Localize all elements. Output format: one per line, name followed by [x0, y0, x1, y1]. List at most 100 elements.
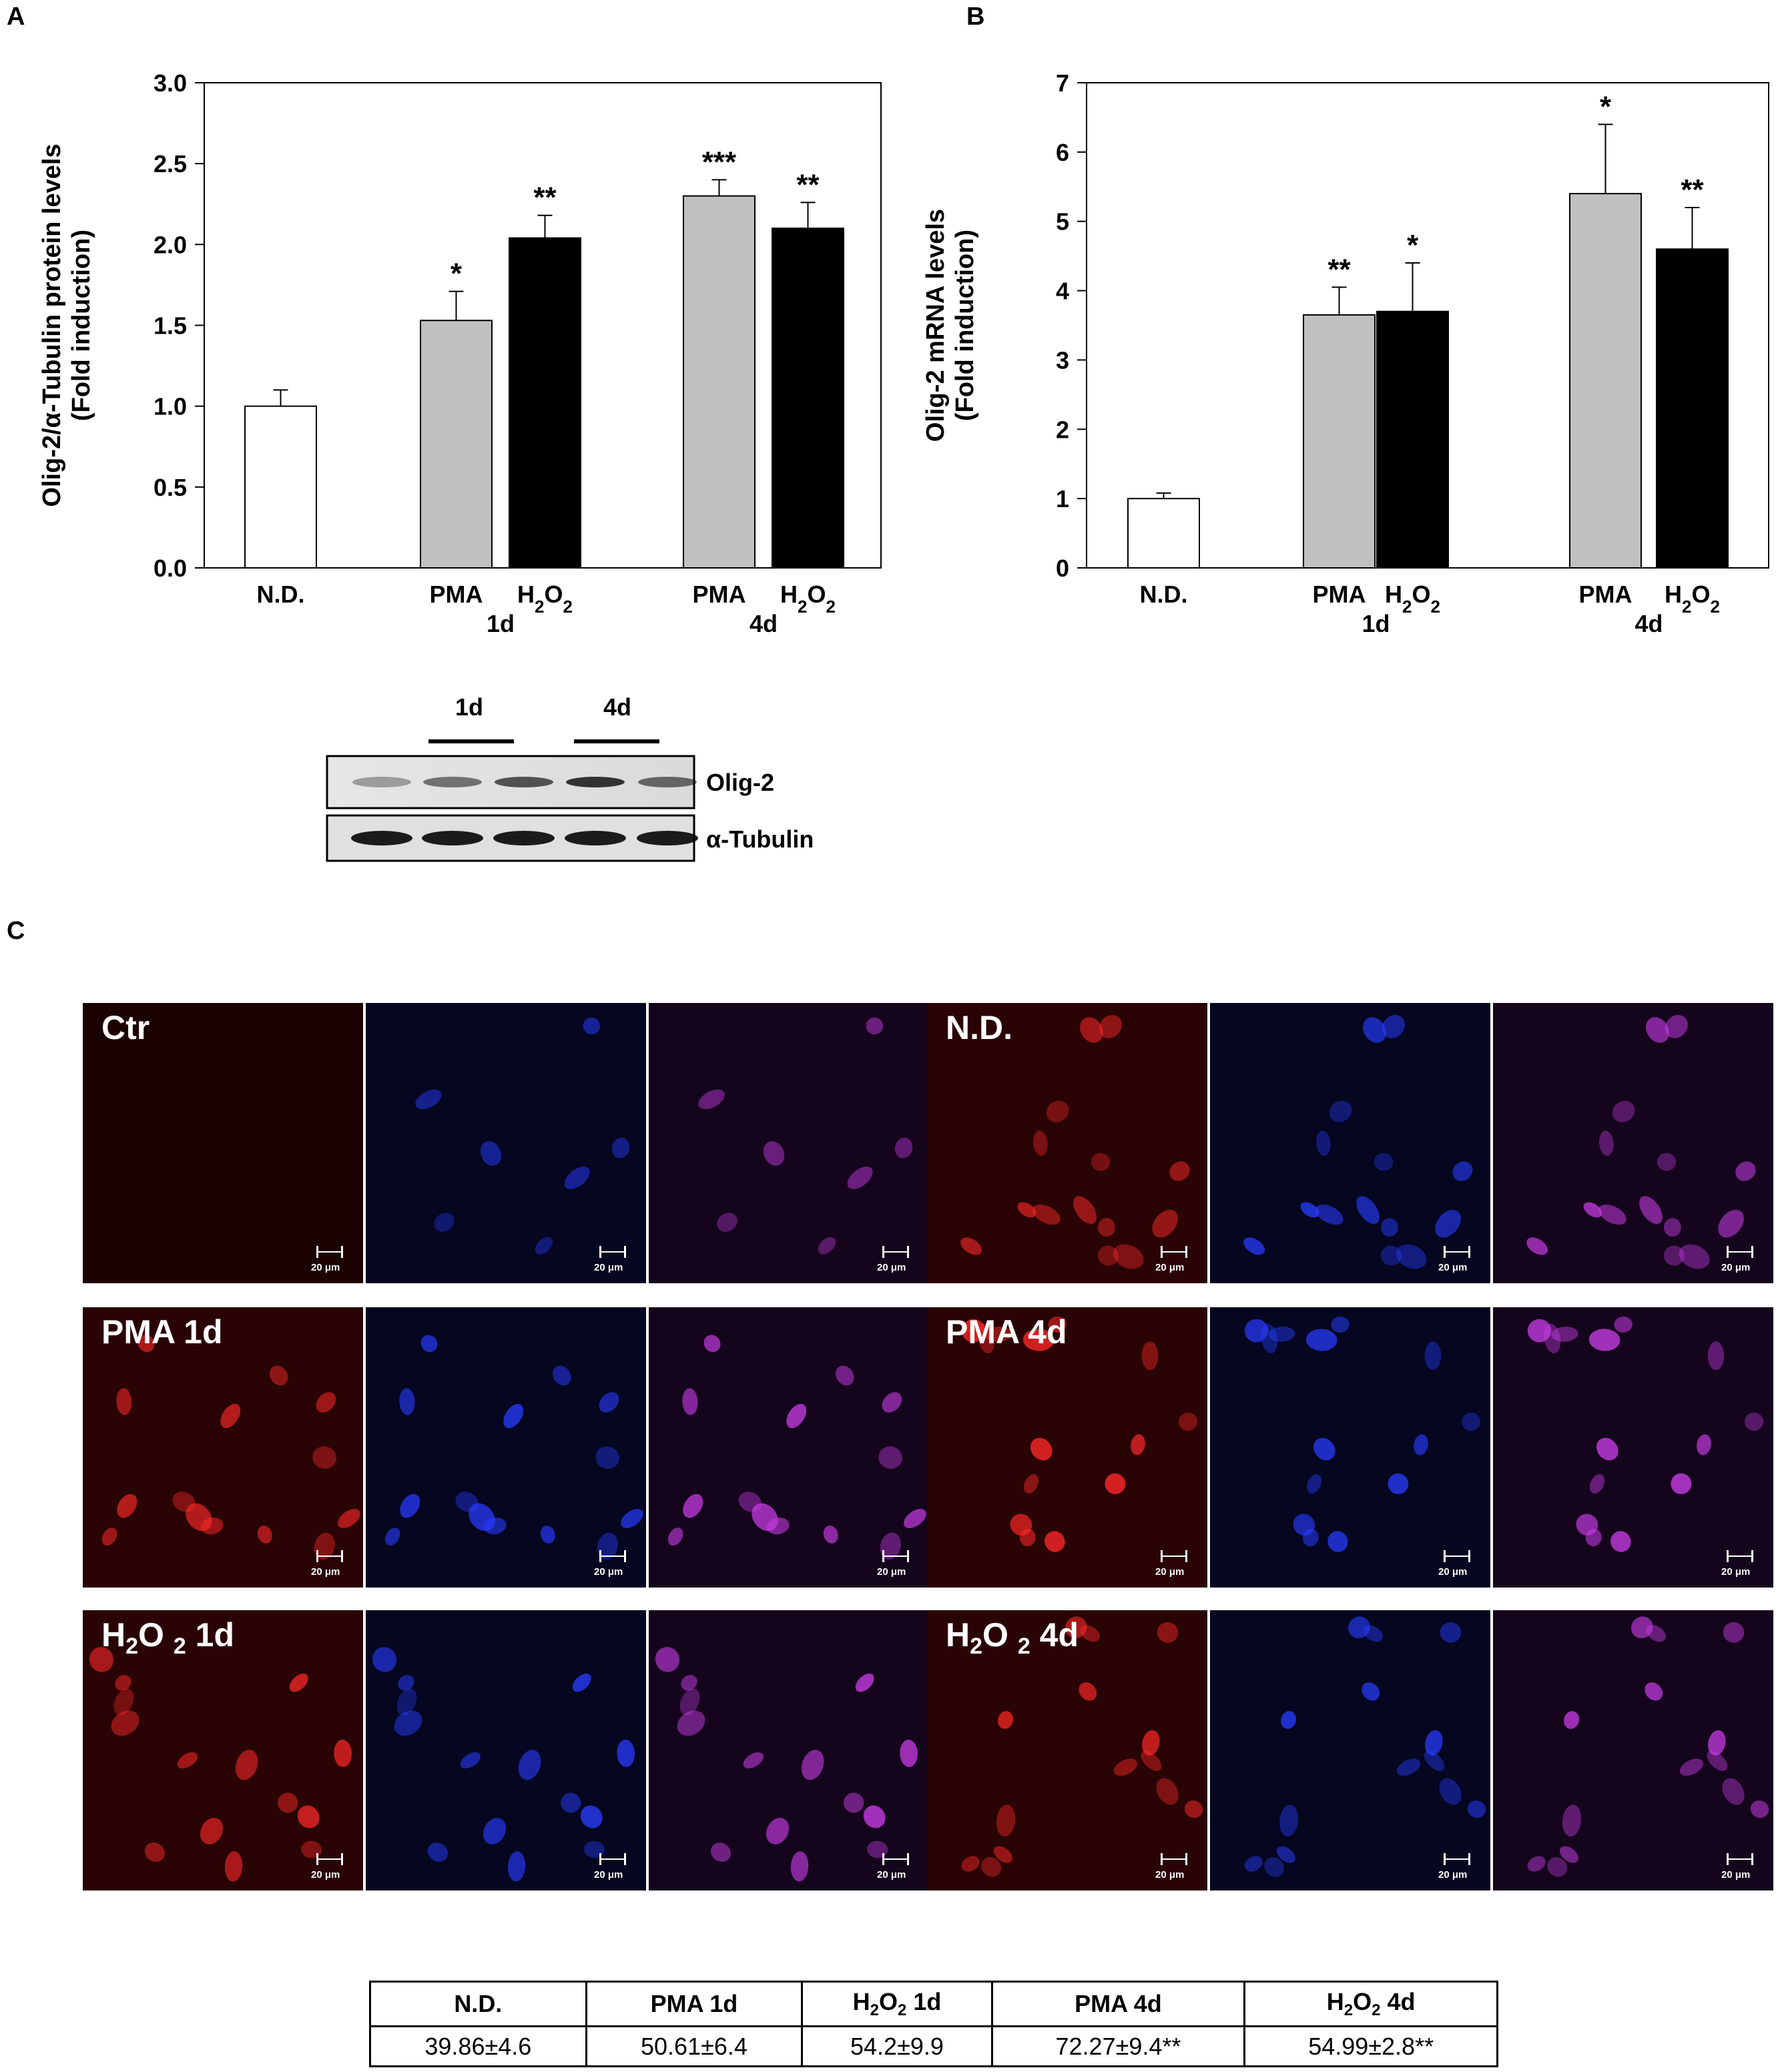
y-tick-label: 0	[1056, 555, 1069, 582]
group-label: 1d	[487, 610, 515, 637]
scale-bar-label: 20 μm	[594, 1262, 623, 1273]
nucleus	[1663, 1218, 1681, 1237]
nucleus	[1261, 1323, 1278, 1354]
nucleus	[682, 1388, 698, 1415]
y-tick-label: 2	[1056, 416, 1069, 443]
blot-group-label-4d: 4d	[603, 693, 631, 721]
nucleus	[394, 1710, 422, 1736]
microscopy-grid: 20 μm Ctr 20 μm 20 μm 20 μm N.D. 20 μm 20 μm 20 …	[83, 1003, 1773, 1890]
nucleus	[993, 1846, 1012, 1863]
nucleus	[396, 1688, 417, 1716]
summary-values-row: 39.86±4.6 50.61±6.4 54.2±9.9 72.27±9.4**…	[369, 2025, 1498, 2067]
nucleus	[334, 1739, 352, 1768]
nucleus	[679, 1688, 700, 1716]
nucleus	[1281, 1711, 1296, 1729]
nucleus	[338, 1509, 360, 1528]
nucleus	[681, 1674, 697, 1691]
nucleus	[1735, 1161, 1756, 1181]
scale-bar	[1444, 1853, 1470, 1865]
nucleus	[1723, 1622, 1745, 1643]
nucleus	[301, 1840, 322, 1858]
nucleus	[1080, 1017, 1103, 1043]
micrograph-merge: 20 μm	[649, 1610, 929, 1890]
scale-bar	[316, 1550, 343, 1562]
nucleus	[1583, 1202, 1602, 1218]
tubulin-band	[422, 831, 483, 845]
summary-table: N.D. PMA 1d H2O2 1d PMA 4d H2O2 4d 39.86…	[369, 1980, 1498, 2067]
nucleus	[1264, 1856, 1285, 1877]
nucleus	[1610, 1531, 1631, 1552]
nucleus	[1142, 1730, 1160, 1756]
nucleus	[894, 1137, 913, 1158]
nucleus	[1718, 1209, 1744, 1238]
nucleus	[960, 1237, 982, 1255]
nucleus	[1356, 1196, 1380, 1225]
summary-header-pma-1d: PMA 1d	[585, 1980, 804, 2028]
y-tick-label: 1.0	[154, 393, 187, 420]
micrograph-red: 20 μm H2O 2 4d	[927, 1610, 1207, 1890]
scale-bar	[1161, 1853, 1187, 1865]
nucleus	[882, 1392, 902, 1413]
nucleus	[1184, 1800, 1203, 1818]
significance-mark: **	[1681, 174, 1704, 206]
micrograph-red: 20 μm H2O 2 1d	[83, 1610, 363, 1890]
nucleus	[483, 1818, 507, 1844]
nucleus	[599, 1392, 619, 1413]
nucleus	[172, 1491, 196, 1512]
y-tick-label: 1.5	[154, 312, 187, 340]
nucleus	[1380, 1218, 1398, 1237]
bar	[1127, 498, 1200, 569]
nucleus	[518, 1750, 541, 1780]
nucleus	[1646, 1017, 1669, 1043]
nucleus	[1527, 1319, 1552, 1343]
nucleus	[1599, 1130, 1614, 1156]
category-label: H2O2	[1665, 581, 1720, 617]
nucleus	[101, 1527, 117, 1546]
nucleus	[1178, 1412, 1198, 1431]
tubulin-band	[351, 831, 412, 845]
category-label: PMA	[430, 581, 483, 608]
nucleus	[115, 1674, 131, 1691]
category-label: N.D.	[1140, 581, 1188, 608]
scale-bar	[316, 1853, 343, 1865]
nucleus	[1243, 1237, 1265, 1255]
nucleus	[1467, 1800, 1486, 1818]
nucleus	[1141, 1341, 1159, 1371]
nucleus	[117, 1493, 137, 1518]
nucleus	[552, 1365, 571, 1386]
nucleus	[297, 1805, 320, 1828]
scale-bar-label: 20 μm	[1155, 1566, 1185, 1578]
bar	[772, 228, 844, 569]
nucleus	[1707, 1341, 1725, 1371]
summary-value-h2o2-4d: 54.99±2.8**	[1243, 2025, 1498, 2067]
category-label: PMA	[693, 581, 746, 608]
bar	[1376, 310, 1449, 569]
nucleus	[1065, 1616, 1087, 1639]
y-tick-label: 1	[1056, 485, 1069, 512]
panel-label-a: A	[7, 3, 25, 31]
nucleus	[863, 1805, 886, 1828]
nucleus	[847, 1166, 873, 1190]
nucleus	[580, 1805, 603, 1828]
bar	[420, 320, 493, 569]
significance-mark: **	[796, 168, 820, 201]
bar	[1656, 248, 1729, 569]
nucleus	[1596, 1437, 1618, 1461]
scale-bar-label: 20 μm	[594, 1566, 623, 1578]
nucleus	[1097, 1218, 1115, 1237]
nucleus	[1032, 1204, 1061, 1225]
scale-bar-label: 20 μm	[1438, 1869, 1468, 1880]
y-axis-label: Olig-2/α-Tubulin protein levels(Fold ind…	[38, 143, 95, 506]
nucleus	[535, 1237, 553, 1255]
scale-bar-label: 20 μm	[1155, 1262, 1185, 1273]
scale-bar	[1727, 1853, 1753, 1865]
nucleus	[1268, 1327, 1295, 1342]
scale-bar	[882, 1853, 909, 1865]
nucleus	[1302, 1529, 1319, 1547]
nucleus	[766, 1818, 790, 1844]
nucleus	[507, 1851, 526, 1882]
nucleus	[177, 1752, 198, 1769]
nucleus	[1526, 1237, 1548, 1255]
micrograph-blue: 20 μm	[1210, 1307, 1490, 1588]
bar	[244, 405, 317, 569]
